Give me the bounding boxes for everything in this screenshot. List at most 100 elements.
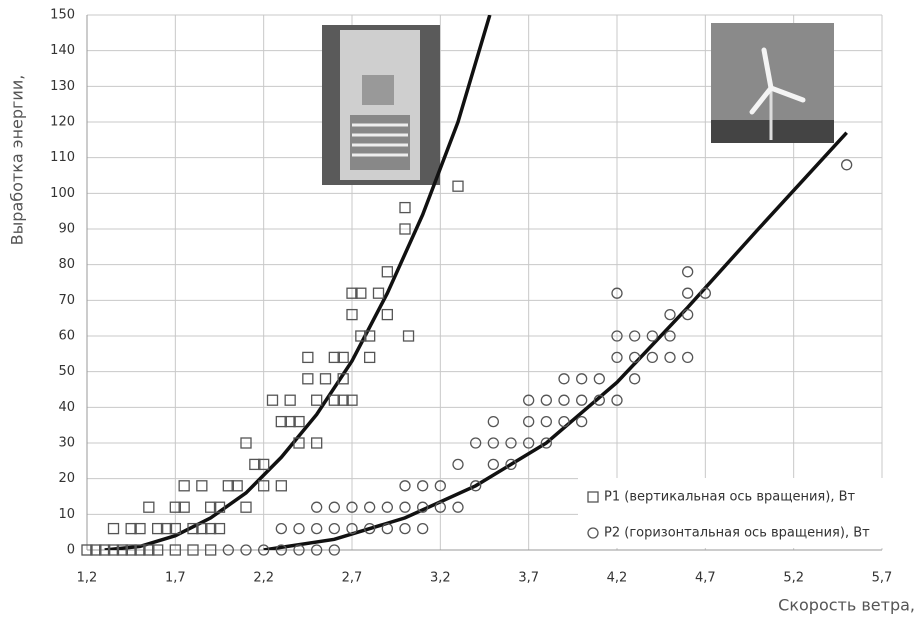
point-square [355, 287, 367, 299]
point-square [399, 201, 411, 214]
point-circle [682, 308, 694, 321]
y-tick-label: 40 [58, 400, 75, 415]
point-circle [611, 351, 623, 364]
point-square [169, 501, 181, 513]
point-circle [682, 287, 694, 299]
y-tick-label: 110 [50, 150, 75, 165]
point-square [337, 373, 349, 385]
y-tick-label: 30 [58, 436, 75, 451]
point-square [152, 544, 164, 556]
point-circle [558, 373, 570, 385]
point-square [152, 522, 164, 535]
point-circle [576, 394, 588, 406]
point-square [364, 351, 376, 364]
y-tick-label: 80 [58, 257, 75, 272]
point-circle [364, 501, 376, 513]
point-square [169, 522, 181, 535]
point-circle [611, 287, 623, 299]
x-tick-label: 5,7 [872, 571, 893, 586]
point-circle [275, 544, 287, 556]
point-square [346, 287, 358, 299]
point-square [116, 544, 128, 556]
point-square [311, 437, 323, 449]
point-circle [505, 437, 517, 449]
point-circle [258, 544, 270, 556]
point-square [258, 480, 270, 492]
point-circle [682, 351, 694, 364]
point-square [311, 394, 323, 406]
point-square [452, 180, 464, 192]
point-square [99, 544, 111, 556]
point-square [249, 458, 261, 471]
point-square [319, 373, 332, 385]
point-circle [328, 501, 340, 513]
point-square [187, 522, 199, 535]
legend-marker [587, 527, 599, 539]
point-square [205, 544, 217, 556]
point-square [90, 544, 102, 556]
point-square [143, 544, 155, 556]
point-square [196, 480, 208, 492]
x-tick-label: 2,2 [253, 571, 274, 586]
point-square [125, 522, 137, 535]
point-square [134, 544, 146, 556]
point-square [205, 501, 217, 513]
point-square [222, 480, 234, 492]
point-circle [364, 522, 376, 535]
trendline [104, 15, 492, 550]
point-circle [275, 522, 287, 535]
point-circle [629, 373, 641, 385]
point-circle [311, 544, 323, 556]
point-square [187, 544, 199, 556]
point-square [178, 480, 190, 492]
point-square [284, 394, 296, 406]
point-square [178, 501, 190, 513]
point-circle [664, 330, 676, 342]
point-circle [576, 415, 588, 428]
x-tick-label: 1,2 [77, 571, 98, 586]
legend-label: P2 (горизонтальная ось вращения), Вт [604, 526, 870, 541]
point-circle [487, 415, 499, 428]
point-circle [434, 480, 446, 492]
point-circle [558, 394, 570, 406]
point-circle [523, 415, 535, 428]
point-circle [576, 373, 588, 385]
point-circle [381, 501, 393, 513]
point-circle [487, 437, 499, 449]
point-square [143, 501, 155, 513]
point-square [328, 351, 340, 364]
point-circle [470, 437, 482, 449]
point-square [381, 308, 393, 321]
point-circle [487, 458, 499, 471]
point-circle [664, 308, 676, 321]
x-tick-label: 4,7 [695, 571, 716, 586]
y-axis-label: Выработка энергии, [8, 75, 27, 246]
point-square [364, 330, 376, 342]
point-circle [682, 266, 694, 278]
y-tick-label: 90 [58, 222, 75, 237]
x-tick-label: 3,2 [430, 571, 451, 586]
point-square [169, 544, 181, 556]
point-square [205, 522, 217, 535]
point-square [293, 415, 305, 428]
point-square [302, 373, 314, 385]
point-square [328, 394, 340, 406]
point-circle [293, 522, 305, 535]
point-circle [664, 351, 676, 364]
x-tick-label: 2,7 [342, 571, 363, 586]
point-square [125, 544, 137, 556]
point-circle [593, 373, 605, 385]
point-circle [629, 330, 641, 342]
y-tick-label: 150 [50, 8, 75, 23]
y-tick-label: 140 [50, 43, 75, 58]
vertical-turbine-photo [322, 25, 440, 185]
trendline [263, 131, 848, 550]
point-circle [646, 330, 658, 342]
point-circle [222, 544, 234, 556]
point-circle [346, 501, 358, 513]
point-circle [629, 351, 641, 364]
point-circle [399, 522, 411, 535]
y-tick-label: 100 [50, 186, 75, 201]
point-square [293, 437, 305, 449]
